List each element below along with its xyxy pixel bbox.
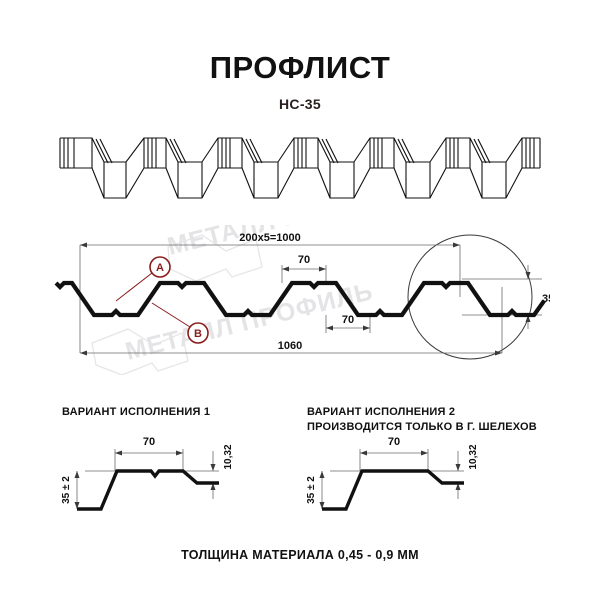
variant1-caption: ВАРИАНТ ИСПОЛНЕНИЯ 1 [62,405,210,420]
variant1-drawing: 70 35 ± 2 10,32 [61,436,234,511]
callout-b: B [151,302,209,344]
variant2-arrows [319,450,461,509]
variant2-drawing: 70 35 ± 2 10,32 [306,436,479,511]
variant2-caption-line2: ПРОИЗВОДИТСЯ ТОЛЬКО В Г. ШЕЛЕХОВ [307,420,537,433]
dimension-arrows [80,242,531,356]
variant2-width-label: 70 [388,436,400,448]
height-dimension-label: 35 [542,293,550,305]
detail-circle [407,234,533,360]
variant1-width-label: 70 [143,436,155,448]
main-cross-section-drawing: МЕТАЛЛ ПРОФИЛЬ МЕТАЛЛ ПРОФИЛЬ [54,225,550,375]
top-dimension-label: 200x5=1000 [239,232,300,244]
variant1-caption-line: ВАРИАНТ ИСПОЛНЕНИЯ 1 [62,406,211,418]
variant1-dimension-lines [76,449,219,510]
variant1-profile-path [77,469,219,511]
variant1-arrows [74,450,216,509]
top-flat-dimension-label: 70 [298,254,310,266]
variant2-caption-line1: ВАРИАНТ ИСПОЛНЕНИЯ 2 [307,406,456,418]
callout-b-label: B [194,328,202,340]
material-thickness-note: ТОЛЩИНА МАТЕРИАЛА 0,45 - 0,9 ММ [181,548,419,562]
bottom-dimension-label: 1060 [278,340,302,352]
variant2-height-label: 35 ± 2 [306,476,317,504]
profile-section-path [54,280,546,318]
watermark: МЕТАЛЛ ПРОФИЛЬ МЕТАЛЛ ПРОФИЛЬ [91,225,418,375]
variant1-thickness-label: 10,32 [223,444,234,469]
watermark-text-2: МЕТАЛЛ ПРОФИЛЬ [123,277,376,366]
variant1-height-label: 35 ± 2 [61,476,72,504]
bottom-flat-dimension-label: 70 [342,314,354,326]
callout-a: A [115,256,171,302]
variant2-dimension-lines [321,449,464,510]
product-code: НС-35 [279,96,321,112]
variant2-profile-path [322,469,464,511]
variant2-caption: ВАРИАНТ ИСПОЛНЕНИЯ 2 ПРОИЗВОДИТСЯ ТОЛЬКО… [307,405,537,435]
page-header: ПРОФЛИСТ НС-35 [0,52,600,112]
page-title: ПРОФЛИСТ [209,50,391,85]
callout-a-label: A [156,262,164,274]
variant2-thickness-label: 10,32 [468,444,479,469]
isometric-profile-illustration [59,137,541,199]
